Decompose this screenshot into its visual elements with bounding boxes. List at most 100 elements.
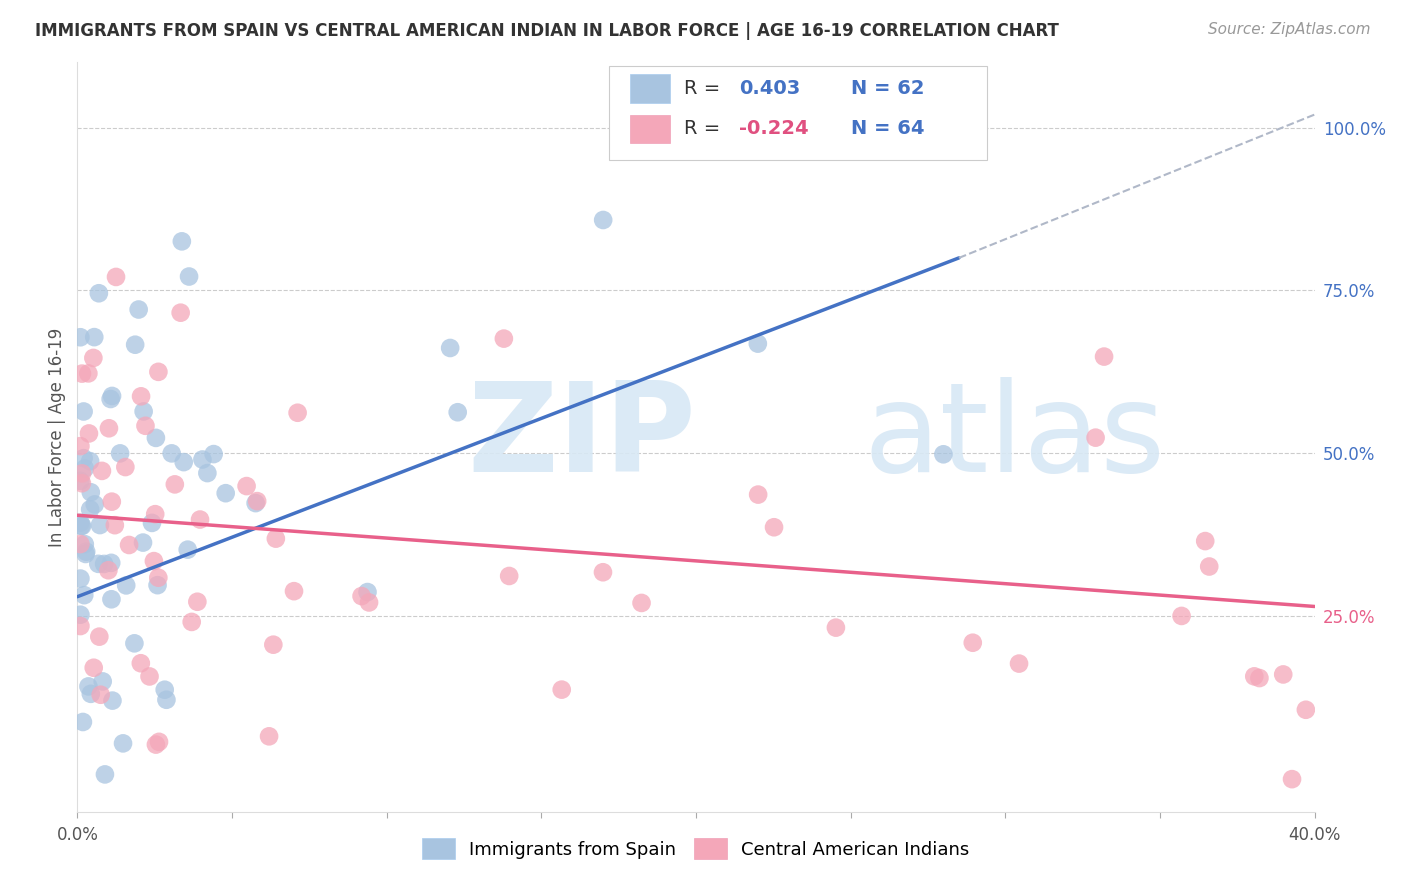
Y-axis label: In Labor Force | Age 16-19: In Labor Force | Age 16-19 xyxy=(48,327,66,547)
Point xyxy=(1084,431,1107,445)
Point xyxy=(80,485,103,500)
Point xyxy=(69,619,91,633)
Point xyxy=(69,439,91,453)
Point xyxy=(153,682,176,697)
Point xyxy=(69,607,91,622)
Point xyxy=(77,426,100,441)
Point xyxy=(177,542,200,557)
Point xyxy=(83,661,105,675)
Point xyxy=(128,302,150,317)
Point xyxy=(148,571,170,585)
Point xyxy=(94,767,117,781)
Point xyxy=(97,421,120,435)
Point xyxy=(163,477,186,491)
Point xyxy=(257,729,280,743)
Point xyxy=(115,578,138,592)
Point xyxy=(356,585,378,599)
Point xyxy=(1092,350,1115,364)
Point xyxy=(439,341,461,355)
Text: Source: ZipAtlas.com: Source: ZipAtlas.com xyxy=(1208,22,1371,37)
Point xyxy=(101,693,124,707)
Point xyxy=(83,497,105,511)
Point xyxy=(114,460,136,475)
Text: atlas: atlas xyxy=(863,376,1166,498)
Point xyxy=(129,657,152,671)
Point xyxy=(447,405,470,419)
Point xyxy=(69,516,91,530)
Text: ZIP: ZIP xyxy=(467,376,696,498)
Point xyxy=(245,496,267,510)
Point xyxy=(1198,559,1220,574)
Point xyxy=(1281,772,1303,786)
Point xyxy=(142,554,165,568)
Point xyxy=(105,269,128,284)
Point xyxy=(141,516,163,530)
Point xyxy=(73,588,96,602)
Point xyxy=(104,518,127,533)
Point xyxy=(170,235,193,249)
Point xyxy=(69,330,91,344)
Bar xyxy=(630,115,671,144)
Point xyxy=(962,636,984,650)
Point xyxy=(70,476,93,491)
Point xyxy=(287,406,309,420)
Point xyxy=(186,595,208,609)
Point xyxy=(173,455,195,469)
Point xyxy=(100,392,122,406)
Point xyxy=(825,621,848,635)
Point xyxy=(87,557,110,571)
Text: IMMIGRANTS FROM SPAIN VS CENTRAL AMERICAN INDIAN IN LABOR FORCE | AGE 16-19 CORR: IMMIGRANTS FROM SPAIN VS CENTRAL AMERICA… xyxy=(35,22,1059,40)
Point xyxy=(169,306,191,320)
Point xyxy=(350,589,373,603)
Point xyxy=(1295,703,1317,717)
Point xyxy=(70,519,93,533)
Point xyxy=(75,544,97,558)
Text: R =: R = xyxy=(683,120,725,138)
Point xyxy=(82,351,104,365)
Point xyxy=(108,446,131,460)
Point xyxy=(1170,609,1192,624)
Point xyxy=(70,519,93,533)
Point xyxy=(143,507,166,521)
Point xyxy=(90,688,112,702)
Point xyxy=(215,486,238,500)
Point xyxy=(492,332,515,346)
Point xyxy=(70,467,93,481)
Point xyxy=(89,518,111,533)
Point xyxy=(93,557,115,571)
Point xyxy=(72,714,94,729)
Point xyxy=(100,592,122,607)
Text: -0.224: -0.224 xyxy=(740,120,808,138)
Point xyxy=(262,638,284,652)
Point xyxy=(763,520,786,534)
Point xyxy=(138,669,160,683)
Point xyxy=(246,494,269,508)
Point xyxy=(72,404,94,418)
Point xyxy=(932,447,955,461)
Point xyxy=(73,461,96,475)
Point xyxy=(134,418,156,433)
Point xyxy=(77,680,100,694)
Point xyxy=(69,537,91,551)
Point xyxy=(177,269,200,284)
Point xyxy=(592,213,614,227)
Point xyxy=(79,454,101,468)
Point xyxy=(145,738,167,752)
Text: R =: R = xyxy=(683,78,725,98)
Point xyxy=(551,682,574,697)
Point xyxy=(747,487,769,501)
Point xyxy=(70,367,93,381)
Point xyxy=(1194,534,1216,549)
Point xyxy=(132,404,155,418)
Point xyxy=(87,286,110,301)
Legend: Immigrants from Spain, Central American Indians: Immigrants from Spain, Central American … xyxy=(415,831,977,866)
Point xyxy=(148,735,170,749)
Point xyxy=(1249,671,1271,685)
Point xyxy=(145,431,167,445)
Point xyxy=(124,636,146,650)
FancyBboxPatch shape xyxy=(609,66,987,160)
Point xyxy=(132,535,155,549)
Point xyxy=(180,615,202,629)
Point xyxy=(1008,657,1031,671)
Text: 0.403: 0.403 xyxy=(740,78,800,98)
